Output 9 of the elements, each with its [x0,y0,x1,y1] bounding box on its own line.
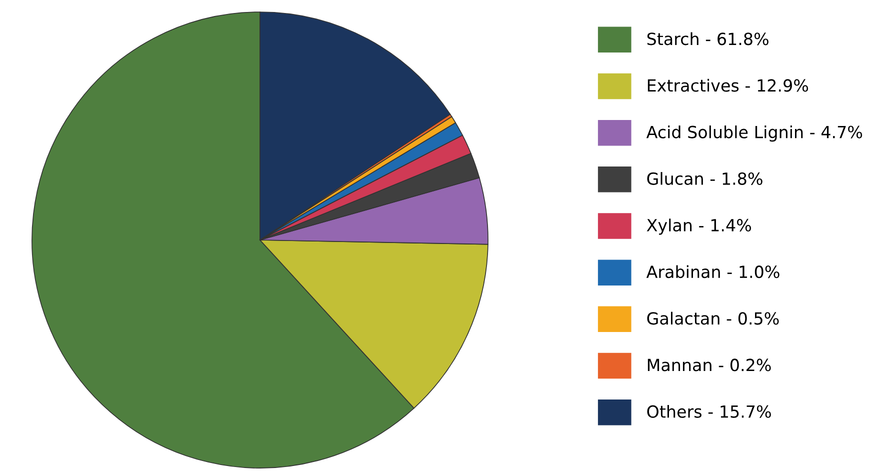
legend-label: Glucan - 1.8% [647,172,762,185]
legend-label: Arabinan - 1.0% [646,265,780,278]
legend-label: Xylan - 1.4% [646,218,752,235]
legend-label: Others - 15.7% [647,404,771,418]
legend-label: Starch - 61.8% [647,32,768,46]
legend-label: Galactan - 0.5% [647,312,779,325]
legend-label: Acid Soluble Lignin - 4.7% [646,125,862,142]
legend-label: Extractives - 12.9% [648,78,808,92]
legend-label: Mannan - 0.2% [648,358,771,372]
